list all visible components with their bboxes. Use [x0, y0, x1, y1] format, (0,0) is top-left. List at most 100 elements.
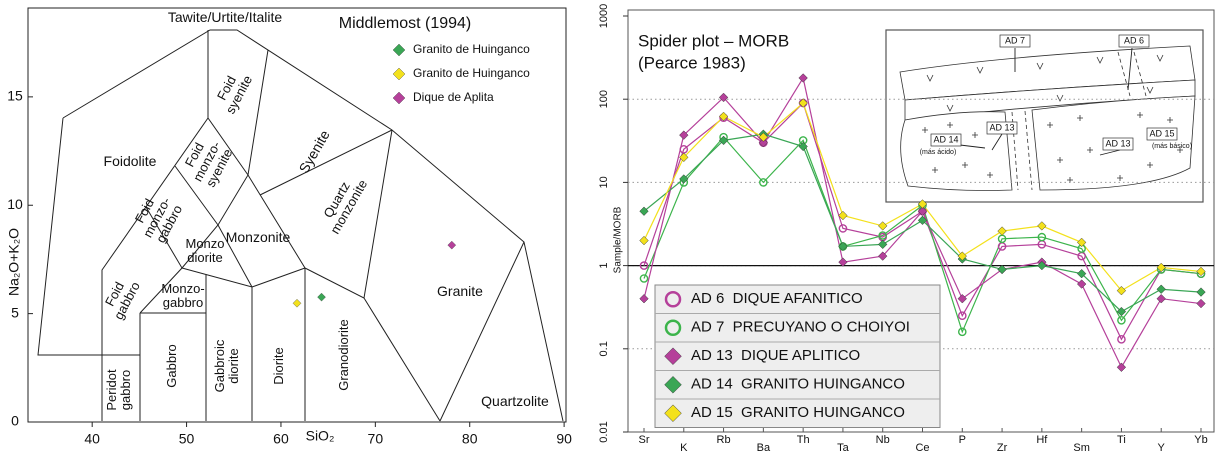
data-point [917, 215, 928, 226]
field-label-line: diorite [226, 348, 241, 383]
legend-marker [664, 291, 682, 308]
x-tick-label: Zr [997, 442, 1008, 454]
x-tick-label: 60 [273, 431, 289, 447]
data-point [878, 221, 888, 231]
field-label: Foidmonzo-gabbro [128, 188, 186, 246]
field-label-line: Granite [437, 283, 483, 299]
inset-label: (más básico) [1152, 143, 1192, 150]
field-label: Granite [437, 283, 483, 299]
inset-label: AD 13 [989, 122, 1014, 132]
data-point [718, 111, 729, 122]
field-boundaries [37, 29, 564, 422]
field-label-line: Tawite/Urtite/Italite [168, 9, 283, 25]
y-axis-label: Sample/MORB [613, 206, 624, 273]
data-point [1156, 262, 1166, 273]
y-axis-label: Na₂O+K₂O [6, 228, 22, 296]
field-label: Foidsyenite [211, 67, 256, 117]
x-tick-label: P [959, 434, 966, 446]
field-label: Granodiorite [336, 319, 351, 391]
field-label-line: Granodiorite [336, 319, 351, 391]
x-tick-label: Y [1158, 442, 1166, 454]
field-label-line: Quartzolite [481, 393, 549, 409]
inset-label-box [986, 121, 1018, 135]
data-point [718, 135, 729, 146]
legend-marker [664, 404, 682, 423]
data-point [1117, 316, 1126, 325]
plot-frame [627, 9, 1215, 433]
field-label: Gabbro [164, 344, 179, 387]
data-point [1116, 362, 1127, 372]
data-point [798, 73, 808, 83]
x-tick-label: Ba [757, 442, 771, 454]
field-label-line: Monzo- [161, 281, 204, 296]
data-point [1156, 284, 1166, 294]
data-point [1037, 260, 1047, 271]
y-tick-label: 0.1 [598, 341, 610, 356]
field-label: Gabbroicdiorite [212, 339, 241, 392]
inset-label-box [999, 34, 1031, 48]
field-label-line: gabbro [163, 295, 203, 310]
field-label: Foidolite [104, 153, 157, 169]
legend-label: Granito de Huinganco [413, 66, 530, 80]
y-tick-label: 1 [598, 263, 610, 269]
field-label: Tawite/Urtite/Italite [168, 9, 283, 25]
data-point [838, 257, 848, 267]
field-label-line: gabbro [118, 370, 133, 410]
data-point [639, 235, 649, 246]
field-label: Monzo-gabbro [161, 281, 204, 310]
data-point [838, 241, 848, 252]
x-tick-label: Th [797, 434, 810, 446]
x-tick-label: Hf [1036, 434, 1048, 446]
y-tick-label: 10 [7, 196, 23, 212]
legend-marker [664, 319, 682, 336]
x-axis-label: SiO₂ [306, 428, 335, 444]
x-tick-label: Yb [1194, 434, 1207, 446]
data-point [957, 327, 967, 337]
field-line [102, 268, 306, 421]
inset-label: AD 6 [1124, 35, 1144, 45]
data-point [759, 178, 768, 187]
data-point [1076, 279, 1087, 289]
field-label-line: Gabbroic [212, 339, 227, 392]
legend-label: AD 7 PRECUYANO O CHOIYOI [691, 319, 910, 336]
legend-marker [392, 43, 406, 57]
legend-label: AD 15 GRANITO HUINGANCO [691, 404, 905, 421]
x-tick-label: 70 [368, 431, 384, 447]
field-label-line: diorite [187, 250, 222, 265]
rock-symbol [922, 54, 1183, 183]
data-point [1076, 237, 1087, 248]
data-point [679, 174, 689, 184]
legend-marker [664, 347, 682, 366]
y-tick-label: 100 [598, 90, 610, 108]
legend-label: AD 13 DIQUE APLITICO [691, 347, 860, 364]
inset-label-box [1102, 137, 1134, 151]
x-tick-label: K [680, 442, 688, 454]
legend-label: Dique de Aplita [413, 90, 494, 104]
field-label-line: Monzo [185, 236, 224, 251]
y-tick-label: 5 [11, 304, 19, 320]
legend-marker [392, 67, 406, 81]
field-label: Monzo diorite [185, 236, 224, 265]
field-label: Monzonite [226, 229, 291, 245]
data-point [679, 130, 689, 140]
data-point [1196, 287, 1206, 297]
y-tick-label: 10 [598, 176, 610, 188]
field-label: Foidgabbro [99, 273, 144, 322]
y-tick-label: 0.01 [598, 421, 610, 442]
data-point [317, 292, 326, 302]
field-label: Diorite [271, 347, 286, 385]
data-point [1117, 335, 1126, 344]
x-tick-label: Ta [837, 442, 850, 454]
data-point [639, 274, 649, 283]
legend-box [654, 284, 941, 428]
chart-subtitle: (Pearce 1983) [638, 53, 746, 72]
data-point [1116, 306, 1127, 317]
field-outline [37, 30, 209, 421]
x-tick-label: 40 [84, 431, 100, 447]
x-tick-label: Sm [1073, 442, 1090, 454]
field-label-line: Peridot [104, 369, 119, 411]
arrow [959, 47, 1133, 156]
legend-label: Granito de Huinganco [413, 42, 530, 56]
data-point [1156, 294, 1166, 304]
data-point [878, 251, 888, 261]
